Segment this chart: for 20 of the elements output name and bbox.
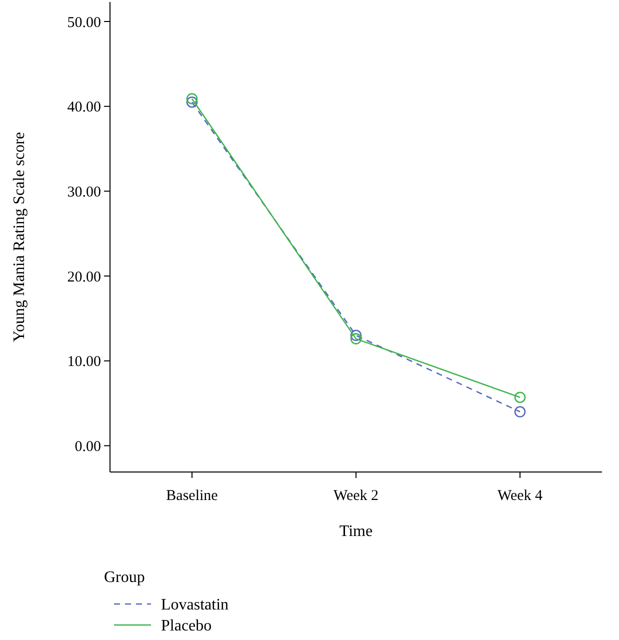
point bbox=[514, 392, 526, 403]
legend-title: Group bbox=[104, 569, 145, 586]
y-tick-label: 30.00 bbox=[67, 184, 101, 200]
point bbox=[186, 93, 198, 104]
point bbox=[186, 96, 198, 108]
x-tick-label: Week 4 bbox=[497, 488, 544, 504]
x-tick-label: Baseline bbox=[166, 488, 218, 504]
y-tick-label: 10.00 bbox=[67, 354, 101, 370]
legend-label: Placebo bbox=[161, 618, 212, 635]
point bbox=[350, 333, 362, 344]
y-tick-label: 0.00 bbox=[74, 438, 101, 455]
x-axis-title: Time bbox=[339, 523, 373, 540]
point bbox=[350, 330, 362, 342]
point bbox=[514, 406, 526, 418]
y-axis-title: Young Mania Rating Scale score bbox=[11, 132, 28, 342]
y-tick-label: 50.00 bbox=[67, 14, 101, 31]
x-tick-label: Week 2 bbox=[333, 488, 379, 504]
y-tick-label: 20.00 bbox=[67, 269, 101, 286]
y-tick-label: 40.00 bbox=[67, 100, 101, 116]
legend-label: Lovastatin bbox=[161, 596, 229, 614]
